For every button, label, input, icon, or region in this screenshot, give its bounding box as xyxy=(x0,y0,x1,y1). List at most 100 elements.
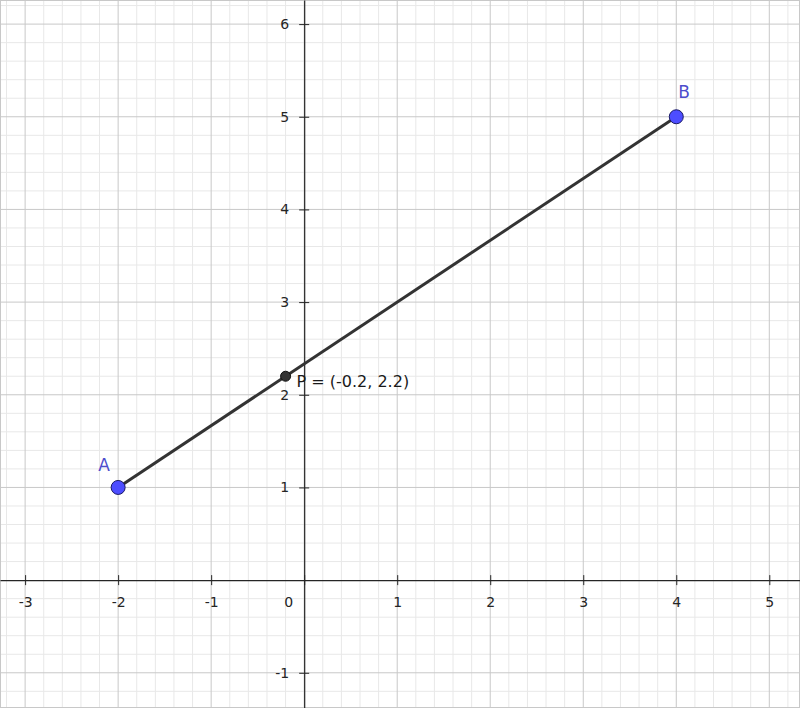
tick-label: 5 xyxy=(280,109,289,125)
minor-grid-line xyxy=(0,5,800,6)
minor-grid-line xyxy=(173,0,174,708)
tick-label: -2 xyxy=(112,594,126,610)
tick-mark xyxy=(299,395,309,396)
minor-grid-line xyxy=(80,0,81,708)
minor-grid-line xyxy=(322,0,323,708)
tick: 3 xyxy=(579,575,588,610)
minor-grid-line xyxy=(471,0,472,708)
segment xyxy=(118,117,676,488)
minor-grid-line xyxy=(0,227,800,228)
minor-grid-line xyxy=(415,0,416,708)
tick: -2 xyxy=(112,575,126,610)
tick-label: 2 xyxy=(486,594,495,610)
minor-grid-line xyxy=(601,0,602,708)
minor-grid-line xyxy=(155,0,156,708)
axis-line xyxy=(1,580,800,581)
minor-grid-line xyxy=(732,0,733,708)
x-axis: -3 -2 -1 0 1 2 3 4 5 xyxy=(1,575,800,610)
minor-grid-line xyxy=(620,0,621,708)
tick: 1 xyxy=(393,575,402,610)
axis-line xyxy=(304,1,305,708)
tick-mark xyxy=(299,487,309,488)
grid-line xyxy=(0,24,800,25)
minor-grid-line xyxy=(0,79,800,80)
tick: 1 xyxy=(280,479,309,495)
tick-mark xyxy=(676,575,677,585)
tick: 5 xyxy=(280,109,309,125)
tick-label: 4 xyxy=(280,201,289,217)
tick-label: -3 xyxy=(19,594,33,610)
minor-grid-line xyxy=(43,0,44,708)
tick: -3 xyxy=(19,575,33,610)
minor-grid-line xyxy=(0,468,800,469)
minor-grid-line xyxy=(0,190,800,191)
tick-mark xyxy=(299,302,309,303)
tick: 3 xyxy=(280,294,309,310)
minor-grid-line xyxy=(0,283,800,284)
tick-label: 5 xyxy=(765,594,774,610)
minor-grid-line xyxy=(787,0,788,708)
minor-grid-line xyxy=(0,691,800,692)
tick-mark xyxy=(211,575,212,585)
point-label: B xyxy=(678,82,690,102)
tick: 5 xyxy=(765,575,774,610)
tick-label: 6 xyxy=(280,16,289,32)
minor-grid-line xyxy=(750,0,751,708)
point[interactable] xyxy=(281,371,291,381)
minor-grid-line xyxy=(0,450,800,451)
minor-grid-line xyxy=(639,0,640,708)
tick-mark xyxy=(299,24,309,25)
tick-label: 4 xyxy=(672,594,681,610)
grid-line xyxy=(0,672,800,673)
minor-grid-line xyxy=(136,0,137,708)
grid-line xyxy=(0,394,800,395)
minor-grid-line xyxy=(0,413,800,414)
grid-line xyxy=(304,0,305,708)
tick: 2 xyxy=(486,575,495,610)
minor-grid-line xyxy=(0,61,800,62)
tick-mark xyxy=(583,575,584,585)
minor-grid-line xyxy=(248,0,249,708)
minor-grid-line xyxy=(0,505,800,506)
tick-label: 1 xyxy=(393,594,402,610)
minor-grid-line xyxy=(0,654,800,655)
minor-grid-line xyxy=(453,0,454,708)
point[interactable] xyxy=(669,110,683,124)
tick-label: 0 xyxy=(284,594,293,610)
minor-grid-line xyxy=(62,0,63,708)
tick: 6 xyxy=(280,16,309,32)
minor-grid-line xyxy=(341,0,342,708)
minor-grid-line xyxy=(527,0,528,708)
minor-grid-line xyxy=(0,42,800,43)
minor-grid-line xyxy=(266,0,267,708)
minor-grid-line xyxy=(657,0,658,708)
tick: -1 xyxy=(275,665,309,681)
point[interactable] xyxy=(111,480,125,494)
minor-grid-line xyxy=(0,246,800,247)
grid-line xyxy=(0,209,800,210)
minor-grid-line xyxy=(713,0,714,708)
marks xyxy=(111,110,683,495)
tick-mark xyxy=(397,575,398,585)
minor-grid-line xyxy=(508,0,509,708)
minor-grid-line xyxy=(192,0,193,708)
minor-grid-line xyxy=(0,357,800,358)
tick: 4 xyxy=(280,201,309,217)
tick-mark xyxy=(769,575,770,585)
minor-grid-line xyxy=(0,135,800,136)
tick-mark xyxy=(490,575,491,585)
tick-mark xyxy=(299,117,309,118)
minor-grid-line xyxy=(378,0,379,708)
tick-label: 3 xyxy=(280,294,289,310)
tick: -1 xyxy=(205,575,219,610)
tick: 4 xyxy=(672,575,681,610)
minor-grid-line xyxy=(0,320,800,321)
point-label: P = (-0.2, 2.2) xyxy=(297,372,410,391)
tick-mark xyxy=(299,673,309,674)
minor-grid-line xyxy=(0,431,800,432)
tick-label: -1 xyxy=(275,665,289,681)
minor-grid-line xyxy=(0,524,800,525)
minor-grid-line xyxy=(434,0,435,708)
grid xyxy=(0,0,800,708)
minor-grid-line xyxy=(6,0,7,708)
